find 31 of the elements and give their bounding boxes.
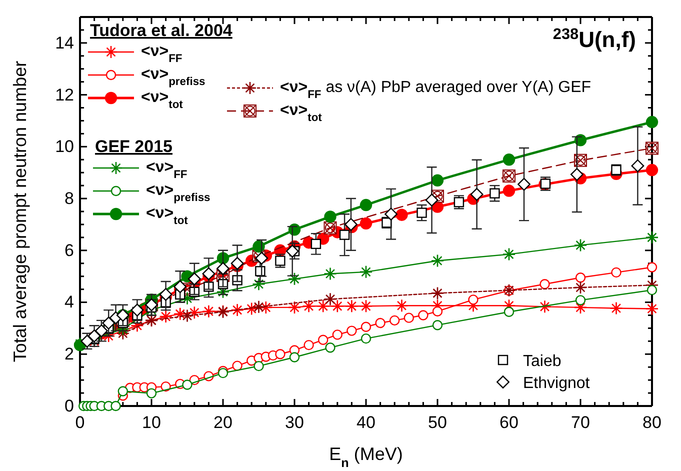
legend-label: <ν>$_{FF}$ as ν(A) PbP averaged over Y(A) GEF	[280, 79, 592, 101]
y-tick-label: 2	[64, 344, 74, 364]
y-tick-label: 14	[55, 33, 74, 52]
legend-label: Taieb	[523, 353, 562, 370]
legend-label: <ν>$_{FF}$	[146, 159, 188, 181]
x-tick-label: 60	[500, 413, 518, 432]
annotation: Tudora et al. 2004	[90, 21, 233, 40]
y-tick-label: 6	[64, 240, 74, 260]
x-tick-label: 40	[356, 413, 376, 432]
legend-label: <ν>$_{prefiss}$	[146, 182, 210, 204]
x-axis-title: E$_{n}$ (MeV)	[329, 444, 403, 470]
x-tick-label: 10	[142, 413, 161, 432]
chart-title: $^{238}$U(n,f)	[552, 26, 636, 52]
legend-label: <ν>$_{FF}$	[141, 43, 182, 65]
legend-label: <ν>$_{tot}$	[146, 205, 188, 227]
y-tick-label: 8	[64, 188, 74, 208]
y-tick-label: 12	[55, 85, 74, 104]
legend-label: <ν>$_{tot}$	[280, 102, 322, 124]
y-tick-label: 10	[55, 137, 74, 156]
y-tick-label: 4	[64, 292, 74, 312]
x-tick-label: 20	[214, 413, 232, 432]
y-tick-label: 0	[64, 396, 74, 416]
x-tick-label: 50	[428, 413, 447, 432]
legend-label: Ethvignot	[523, 375, 590, 392]
legend-label: <ν>$_{prefiss}$	[141, 66, 206, 88]
legend-label: <ν>$_{tot}$	[141, 89, 184, 111]
y-axis-title: Total average prompt neutron number	[10, 60, 30, 362]
x-tick-label: 80	[642, 413, 662, 432]
annotation: GEF 2015	[95, 137, 172, 156]
x-tick-label: 70	[571, 413, 590, 432]
x-tick-label: 30	[285, 413, 304, 432]
